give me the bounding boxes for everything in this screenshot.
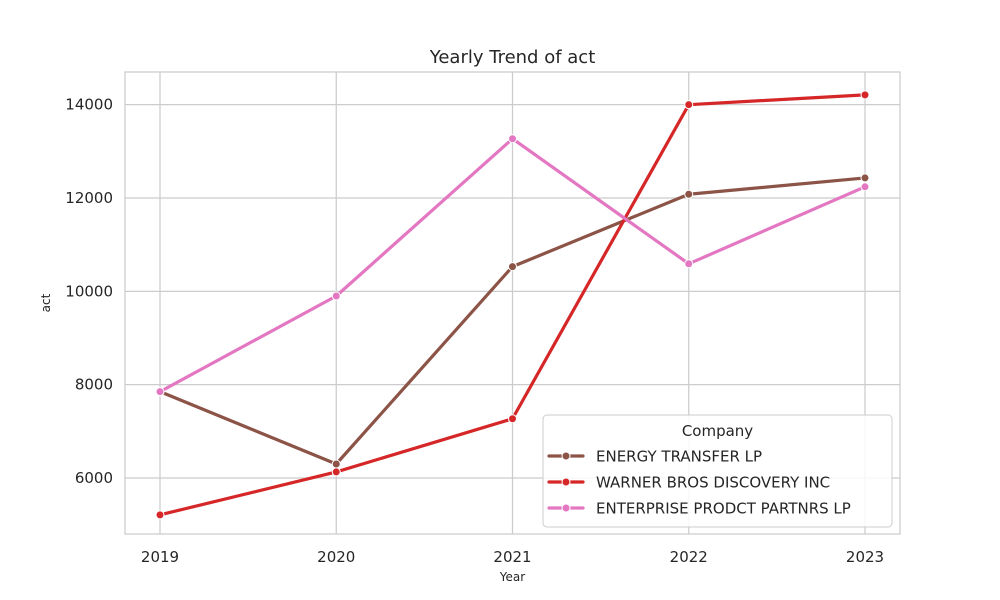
x-tick-label: 2020 — [317, 548, 355, 566]
data-point — [508, 262, 517, 272]
tick-labels: 2019 2020 2021 2022 2023 6000 8000 10000 12000 14… — [65, 96, 884, 566]
legend-label: ENTERPRISE PRODCT PARTNRS LP — [596, 500, 851, 518]
x-tick-label: 2021 — [493, 548, 531, 566]
legend-title: Company — [682, 422, 753, 440]
legend-item: WARNER BROS DISCOVERY INC — [547, 474, 830, 492]
data-point — [508, 134, 517, 144]
y-axis-label: act — [39, 293, 53, 312]
data-point — [860, 90, 870, 100]
series-2 — [155, 134, 870, 397]
y-tick-label: 6000 — [75, 469, 113, 487]
y-tick-label: 10000 — [65, 282, 113, 300]
legend-item: ENERGY TRANSFER LP — [547, 448, 762, 466]
legend-label: ENERGY TRANSFER LP — [596, 448, 762, 466]
data-point — [331, 291, 341, 301]
data-point — [155, 510, 165, 520]
data-point — [155, 387, 165, 397]
y-tick-label: 14000 — [65, 96, 113, 114]
legend-swatch-marker — [561, 451, 571, 461]
series-1 — [155, 90, 870, 520]
legend-swatch-marker — [561, 477, 571, 487]
y-tick-label: 8000 — [75, 376, 113, 394]
x-axis-label: Year — [499, 570, 525, 584]
data-point — [684, 100, 694, 110]
x-tick-label: 2019 — [141, 548, 179, 566]
data-point — [331, 467, 341, 477]
chart-title: Yearly Trend of act — [429, 47, 596, 68]
legend-label: WARNER BROS DISCOVERY INC — [596, 474, 830, 492]
data-point — [684, 259, 694, 269]
x-tick-label: 2023 — [846, 548, 884, 566]
y-tick-label: 12000 — [65, 189, 113, 207]
legend-item: ENTERPRISE PRODCT PARTNRS LP — [547, 500, 851, 518]
data-point — [508, 414, 517, 424]
data-point — [684, 189, 694, 199]
data-point — [860, 173, 870, 183]
data-point — [331, 459, 341, 469]
legend-box — [542, 414, 893, 528]
legend-swatch-marker — [561, 503, 571, 513]
x-tick-label: 2022 — [670, 548, 708, 566]
legend: Company ENERGY TRANSFER LP WARNER BROS DI… — [542, 414, 893, 528]
data-point — [860, 182, 870, 192]
series-layer — [155, 90, 870, 520]
